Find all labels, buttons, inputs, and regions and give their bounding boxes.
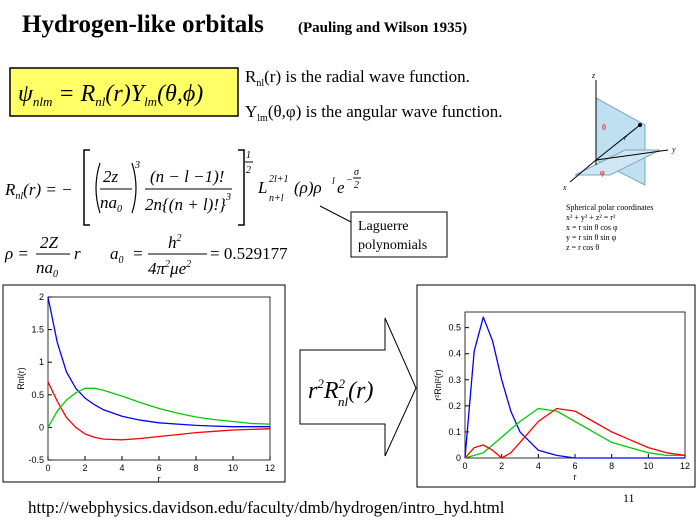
x-tick-label: 4	[536, 461, 541, 471]
x-tick-label: 6	[156, 463, 161, 473]
svg-text:L: L	[257, 178, 267, 197]
psi-box	[9, 67, 239, 117]
laguerre-text: Laguerre	[358, 219, 409, 234]
svg-text:3: 3	[134, 160, 140, 171]
axis-x: x	[562, 183, 567, 192]
y-label: r²Rnl²(r)	[433, 369, 443, 401]
y-tick-label: 0.5	[448, 323, 461, 333]
caption: z = r cos θ	[566, 243, 599, 252]
svg-text:2z: 2z	[103, 167, 119, 186]
subtitle: (Pauling and Wilson 1935)	[298, 20, 467, 36]
y-tick-label: 0	[456, 453, 461, 463]
svg-text:(ρ)ρ: (ρ)ρ	[294, 178, 322, 197]
x-tick-label: 0	[462, 461, 467, 471]
y-tick-label: 0.3	[448, 375, 461, 385]
series-line	[464, 316, 685, 459]
svg-text:2: 2	[246, 165, 251, 176]
x-tick-label: 8	[193, 463, 198, 473]
x-tick-label: 8	[609, 461, 614, 471]
svg-text:4π2μe2: 4π2μe2	[148, 259, 191, 278]
chart-frame	[416, 284, 696, 488]
x-tick-label: 10	[643, 461, 653, 471]
y-tick-label: 1.5	[31, 325, 44, 335]
svg-text:1: 1	[246, 150, 251, 161]
svg-text:na0: na0	[100, 193, 122, 215]
axis-z: z	[591, 71, 596, 80]
caption: y = r sin θ sin φ	[566, 233, 617, 242]
laguerre-text: polynomials	[358, 238, 427, 253]
x-label: r	[574, 472, 577, 482]
svg-text:2: 2	[354, 180, 359, 191]
radial-note: Rnl(r) is the radial wave function.	[245, 67, 470, 89]
arrow-label: r2R2 nl(r)	[308, 376, 373, 409]
svg-text:(n − l −1)!: (n − l −1)!	[150, 167, 224, 186]
y-tick-label: 2	[39, 292, 44, 302]
y-tick-label: -0.5	[28, 455, 44, 465]
theta: θ	[602, 123, 606, 132]
laguerre-pointer	[319, 205, 352, 223]
spherical-diagram: z y x θ φ r Spherical polar coordinates …	[562, 71, 676, 252]
svg-text:2n{(n + l)!}: 2n{(n + l)!}	[145, 195, 226, 214]
series-line	[464, 407, 685, 459]
y-tick-label: 0.4	[448, 349, 461, 359]
psi-equation: ψnlm = Rnl(r)Ylm(θ,ϕ)	[18, 81, 203, 109]
svg-text:a0: a0	[110, 244, 124, 266]
page-number: 11	[623, 491, 635, 505]
x-tick-label: 6	[572, 461, 577, 471]
x-tick-label: 4	[119, 463, 124, 473]
laguerre-box	[350, 211, 448, 258]
svg-text:σ: σ	[354, 167, 360, 178]
x-tick-label: 2	[499, 461, 504, 471]
svg-text:2l+1: 2l+1	[269, 174, 289, 185]
svg-text:n+l: n+l	[269, 193, 284, 204]
title: Hydrogen-like orbitals	[22, 11, 264, 38]
y-label: Rnl(r)	[16, 367, 26, 390]
y-tick-label: 0.5	[31, 390, 44, 400]
rho-a0: ρ = 2Z na0 r a0 = h2 4π2μe2 = 0.529177	[4, 233, 288, 280]
caption: x = r sin θ cos φ	[566, 223, 618, 232]
svg-text:2Z: 2Z	[40, 233, 59, 252]
plot-area	[47, 296, 271, 461]
caption: Spherical polar coordinates	[566, 203, 654, 212]
svg-text:e: e	[337, 178, 345, 197]
svg-text:ρ =: ρ =	[4, 244, 29, 263]
y-tick-label: 0	[39, 422, 44, 432]
svg-text:l: l	[332, 176, 335, 187]
svg-text:r: r	[74, 244, 81, 263]
series-line	[47, 381, 271, 441]
svg-text:=: =	[132, 244, 143, 263]
svg-text:Rnl(r) = −: Rnl(r) = −	[4, 180, 73, 202]
svg-text:3: 3	[225, 192, 231, 203]
y-tick-label: 0.1	[448, 427, 461, 437]
x-label: r	[158, 474, 161, 484]
svg-text:h2: h2	[168, 233, 182, 252]
x-tick-label: 0	[45, 463, 50, 473]
plot-area	[464, 311, 686, 459]
chart-frame	[2, 284, 286, 483]
x-tick-label: 12	[265, 463, 275, 473]
x-tick-label: 12	[680, 461, 690, 471]
series-line	[47, 296, 270, 428]
svg-text:−: −	[346, 175, 353, 186]
y-tick-label: 0.2	[448, 401, 461, 411]
svg-text:na0: na0	[36, 258, 58, 280]
svg-text:= 0.529177: = 0.529177	[210, 244, 288, 263]
x-tick-label: 2	[82, 463, 87, 473]
axis-y: y	[671, 145, 676, 154]
caption: x² + y² + z² = r²	[566, 213, 616, 222]
r-label: r	[624, 133, 628, 142]
arrow	[299, 317, 417, 457]
x-tick-label: 10	[228, 463, 238, 473]
y-tick-label: 1	[39, 357, 44, 367]
phi: φ	[600, 168, 605, 177]
url: http://webphysics.davidson.edu/faculty/d…	[28, 498, 505, 517]
angular-note: Ylm(θ,φ) is the angular wave function.	[245, 102, 502, 124]
series-line	[464, 407, 686, 459]
series-line	[47, 387, 271, 428]
radial-formula: Rnl(r) = − 2z na0 3 (n − l −1)! 2n{(n + …	[4, 149, 361, 226]
